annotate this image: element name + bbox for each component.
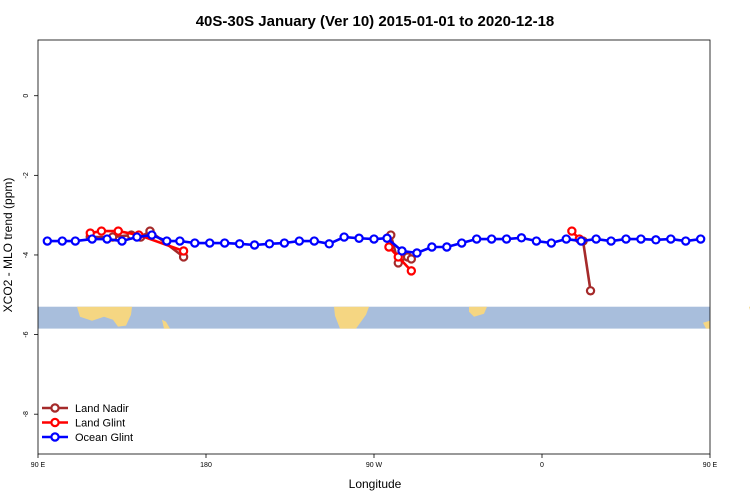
ocean-glint-legend-marker: [50, 432, 60, 442]
y-tick-label: -2: [23, 172, 30, 178]
ocean-glint-point: [501, 234, 512, 244]
ocean-glint-point: [324, 239, 334, 249]
x-tick-label: 180: [200, 462, 212, 469]
new-zealand-landmass: [162, 319, 170, 329]
ocean-glint-point: [561, 234, 571, 244]
australia-landmass: [77, 306, 132, 327]
axis-ticks: 90 E 180 90 W 0 90 E 0 -2 -4 -6 -8: [23, 94, 718, 469]
ocean-glint-point: [309, 236, 319, 246]
land-nadir-legend-marker: [50, 403, 60, 413]
ocean-glint-point: [427, 242, 437, 252]
land-glint-point: [178, 246, 189, 256]
ocean-glint-point: [354, 233, 364, 243]
x-tick-label: 90 E: [31, 462, 46, 469]
plot-series: [42, 226, 706, 296]
ocean-glint-point: [546, 238, 557, 248]
chart-title: 40S-30S January (Ver 10) 2015-01-01 to 2…: [196, 13, 555, 30]
ocean-glint-point: [190, 238, 200, 248]
ocean-glint-point: [382, 233, 392, 243]
land-nadir-point: [406, 254, 417, 264]
land-glint-point: [406, 266, 417, 276]
ocean-glint-point: [531, 236, 542, 246]
ocean-glint-point: [651, 235, 661, 245]
ocean-glint-point: [621, 234, 631, 244]
ocean-glint-point: [591, 234, 601, 244]
ocean-glint-point: [117, 236, 127, 246]
land-glint-point: [113, 226, 123, 236]
ocean-glint-point: [681, 236, 691, 246]
south-america-landmass: [334, 306, 369, 329]
y-tick-label: -8: [23, 411, 30, 417]
land-nadir-line: [581, 240, 592, 291]
ocean-glint-point: [87, 234, 97, 244]
new-zealand-edge-landmass: [703, 320, 710, 329]
africa-landmass: [469, 306, 487, 317]
x-tick-label: 90 E: [703, 462, 718, 469]
y-tick-label: 0: [23, 94, 30, 98]
land-glint-point: [384, 242, 394, 252]
ocean-glint-point: [205, 238, 215, 248]
ocean-glint-legend-label: Ocean Glint: [75, 432, 133, 444]
land-nadir-legend-label: Land Nadir: [75, 403, 129, 415]
ocean-glint-point: [442, 242, 452, 252]
land-glint-point: [567, 226, 577, 236]
ocean-glint-point: [516, 233, 527, 243]
ocean-glint-point: [412, 248, 422, 258]
y-tick-label: -4: [23, 252, 30, 258]
land-glint-legend-label: Land Glint: [75, 418, 125, 430]
ocean-glint-point: [234, 239, 245, 249]
ocean-glint-point: [666, 234, 676, 244]
ocean-glint-point: [695, 234, 706, 244]
ocean-glint-point: [486, 234, 497, 244]
x-axis-label: Longitude: [349, 477, 402, 491]
ocean-glint-point: [162, 236, 172, 246]
ocean-glint-point: [42, 236, 53, 246]
ocean-glint-point: [606, 236, 616, 246]
ocean-band: [38, 306, 710, 329]
ocean-glint-point: [576, 236, 586, 246]
x-tick-label: 0: [540, 462, 544, 469]
ocean-glint-point: [70, 236, 81, 246]
ocean-glint-point: [339, 232, 349, 242]
land-glint-legend-marker: [50, 417, 60, 428]
ocean-glint-point: [102, 234, 112, 244]
ocean-glint-point: [132, 232, 142, 242]
ocean-glint-point: [279, 238, 290, 248]
ocean-glint-point: [294, 236, 305, 246]
ocean-glint-point: [457, 238, 467, 248]
ocean-glint-point: [147, 230, 157, 240]
y-axis-label: XCO2 - MLO trend (ppm): [1, 178, 15, 313]
ocean-glint-point: [636, 234, 646, 244]
ocean-glint-point: [249, 240, 260, 250]
land-glint-point: [96, 226, 107, 236]
ocean-glint-point: [471, 234, 482, 244]
ocean-glint-point: [219, 238, 230, 248]
legend: Land Nadir Land Glint Ocean Glint: [42, 403, 133, 444]
land-nadir-point: [585, 286, 596, 296]
x-tick-label: 90 W: [366, 462, 383, 469]
ocean-glint-series: [42, 230, 706, 258]
world-map-strip: [38, 306, 750, 329]
y-tick-label: -6: [23, 331, 30, 337]
ocean-glint-point: [369, 234, 379, 244]
plot-frame: [37, 39, 711, 455]
ocean-glint-point: [397, 246, 407, 256]
ocean-glint-point: [57, 236, 67, 246]
ocean-glint-point: [264, 239, 275, 249]
ocean-glint-point: [175, 236, 185, 246]
